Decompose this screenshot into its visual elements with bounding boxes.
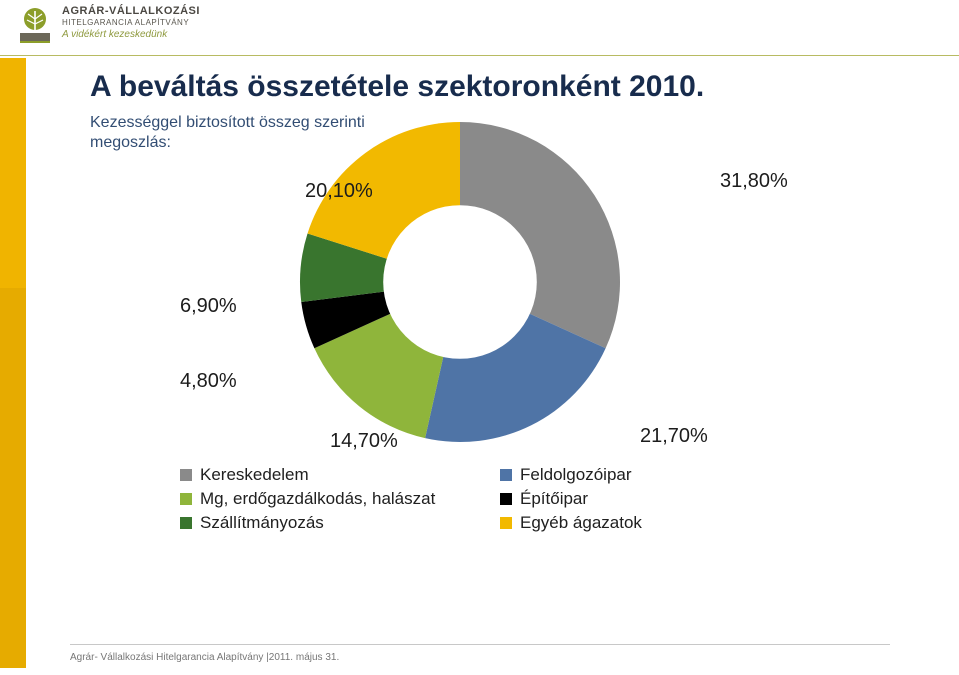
legend-item-epitoipar: Építőipar	[500, 489, 820, 509]
brand-tagline: A vidékért kezeskedünk	[62, 29, 200, 40]
pct-label-feldolgozoipar: 21,70%	[640, 425, 708, 448]
legend-swatch-egyeb	[500, 517, 512, 529]
legend-label-egyeb: Egyéb ágazatok	[520, 513, 642, 533]
legend-label-epitoipar: Építőipar	[520, 489, 588, 509]
legend-swatch-feldolgozoipar	[500, 469, 512, 481]
legend-swatch-szallitmany	[180, 517, 192, 529]
legend-swatch-mg_erdo	[180, 493, 192, 505]
donut-hole	[383, 205, 537, 359]
pct-label-szallitmany: 6,90%	[180, 295, 237, 318]
pct-label-mg_erdo: 14,70%	[330, 430, 398, 453]
donut-chart	[270, 92, 650, 472]
pct-label-epitoipar: 4,80%	[180, 370, 237, 393]
legend-col-right: Feldolgozóipar Építőipar Egyéb ágazatok	[500, 465, 820, 537]
logo-text: AGRÁR-VÁLLALKOZÁSI HITELGARANCIA ALAPÍTV…	[62, 5, 200, 40]
brand-name-1: AGRÁR-VÁLLALKOZÁSI	[62, 5, 200, 17]
pct-label-kereskedelem: 31,80%	[720, 170, 788, 193]
header-rule	[0, 55, 959, 56]
legend-item-kereskedelem: Kereskedelem	[180, 465, 500, 485]
legend-label-feldolgozoipar: Feldolgozóipar	[520, 465, 632, 485]
legend-col-left: Kereskedelem Mg, erdőgazdálkodás, halásza…	[180, 465, 500, 537]
brand-name-2: HITELGARANCIA ALAPÍTVÁNY	[62, 18, 200, 27]
footer-rule	[70, 644, 890, 645]
legend-item-feldolgozoipar: Feldolgozóipar	[500, 465, 820, 485]
pct-label-egyeb: 20,10%	[305, 180, 373, 203]
side-bar-1	[0, 58, 26, 288]
side-bar-2	[0, 288, 26, 518]
legend-item-mg_erdo: Mg, erdőgazdálkodás, halászat	[180, 489, 500, 509]
legend-item-egyeb: Egyéb ágazatok	[500, 513, 820, 533]
legend-label-mg_erdo: Mg, erdőgazdálkodás, halászat	[200, 489, 435, 509]
footer-text: Agrár- Vállalkozási Hitelgarancia Alapít…	[70, 652, 339, 663]
header: AGRÁR-VÁLLALKOZÁSI HITELGARANCIA ALAPÍTV…	[0, 0, 959, 55]
legend-item-szallitmany: Szállítmányozás	[180, 513, 500, 533]
side-bar-3	[0, 518, 26, 668]
legend-swatch-kereskedelem	[180, 469, 192, 481]
legend-swatch-epitoipar	[500, 493, 512, 505]
tree-icon	[18, 5, 54, 45]
logo: AGRÁR-VÁLLALKOZÁSI HITELGARANCIA ALAPÍTV…	[18, 5, 200, 45]
side-accent-bars	[0, 58, 26, 668]
legend-label-kereskedelem: Kereskedelem	[200, 465, 309, 485]
legend: Kereskedelem Mg, erdőgazdálkodás, halásza…	[180, 465, 820, 537]
legend-label-szallitmany: Szállítmányozás	[200, 513, 324, 533]
